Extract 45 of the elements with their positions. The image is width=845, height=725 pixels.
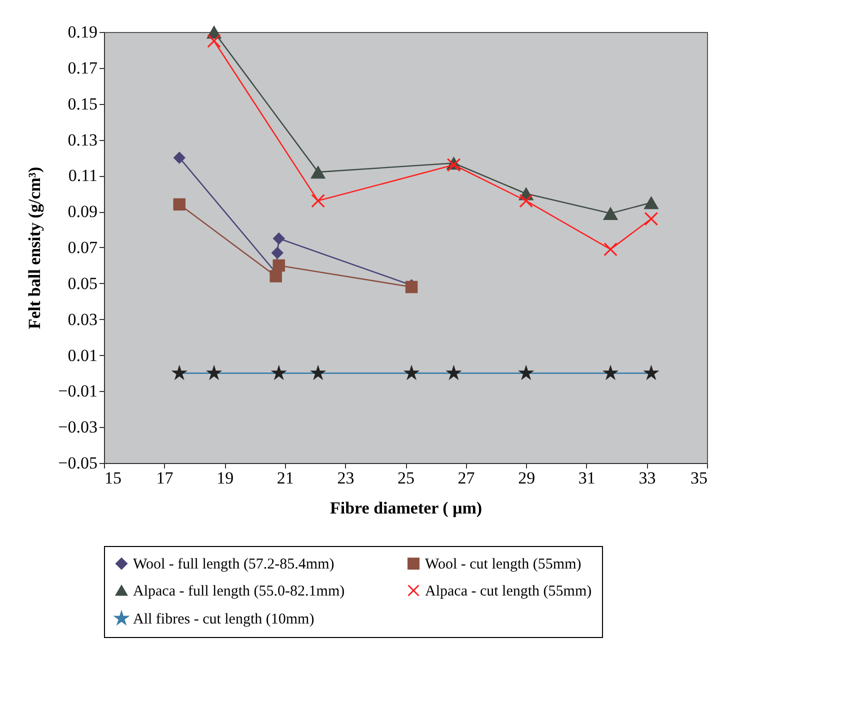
y-tick-label: 0.01 — [68, 346, 98, 365]
y-tick-label: 0.17 — [68, 58, 98, 78]
y-axis-title: Felt ball ensity (g/cm³) — [25, 166, 44, 330]
x-tick-label: 31 — [578, 468, 596, 488]
x-tick-label: 27 — [458, 468, 476, 488]
point — [173, 198, 186, 211]
legend-label: Wool - full length (57.2-85.4mm) — [133, 556, 334, 573]
x-tick-label: 19 — [216, 468, 234, 488]
y-tick-label: 0.15 — [68, 94, 98, 114]
y-tick-label: 0.11 — [68, 166, 98, 186]
point — [310, 166, 326, 179]
point — [519, 194, 534, 208]
point — [644, 196, 659, 210]
point — [311, 194, 325, 208]
legend-label: Alpaca - full length (55.0-82.1mm) — [133, 584, 345, 600]
x-axis-title: Fibre diameter ( μm) — [330, 498, 482, 518]
y-tick-label: 0.09 — [68, 202, 98, 222]
y-tick-label: 0.05 — [68, 274, 98, 293]
x-tick-label: 23 — [337, 468, 354, 488]
point — [644, 212, 658, 226]
x-tick-label: 35 — [690, 468, 708, 488]
point — [272, 259, 285, 272]
point — [272, 232, 285, 245]
point — [604, 242, 618, 256]
point — [271, 246, 284, 260]
x-tick-label: 25 — [398, 468, 414, 488]
x-tick-label: 29 — [518, 468, 536, 488]
legend-label: Alpaca - cut length (55mm) — [425, 584, 592, 600]
x-tick-label: 21 — [276, 468, 294, 488]
point — [173, 152, 186, 164]
y-tick-label: −0.01 — [58, 382, 98, 401]
y-tick-label: 0.13 — [68, 130, 98, 150]
y-tick-label: 0.19 — [68, 22, 98, 42]
point — [207, 34, 221, 48]
y-tick-label: −0.03 — [58, 418, 98, 437]
legend-label: Wool - cut length (55mm) — [425, 556, 582, 573]
point — [270, 270, 282, 282]
x-tick-label: 33 — [638, 468, 656, 488]
y-tick-label: 0.07 — [68, 238, 98, 257]
x-tick-label: 17 — [156, 468, 174, 488]
y-tick-label: 0.03 — [68, 310, 98, 329]
x-tick-label: 15 — [104, 468, 122, 488]
y-tick-label: −0.05 — [58, 454, 98, 472]
legend-label: All fibres - cut length (10mm) — [133, 612, 314, 628]
point — [602, 206, 618, 220]
